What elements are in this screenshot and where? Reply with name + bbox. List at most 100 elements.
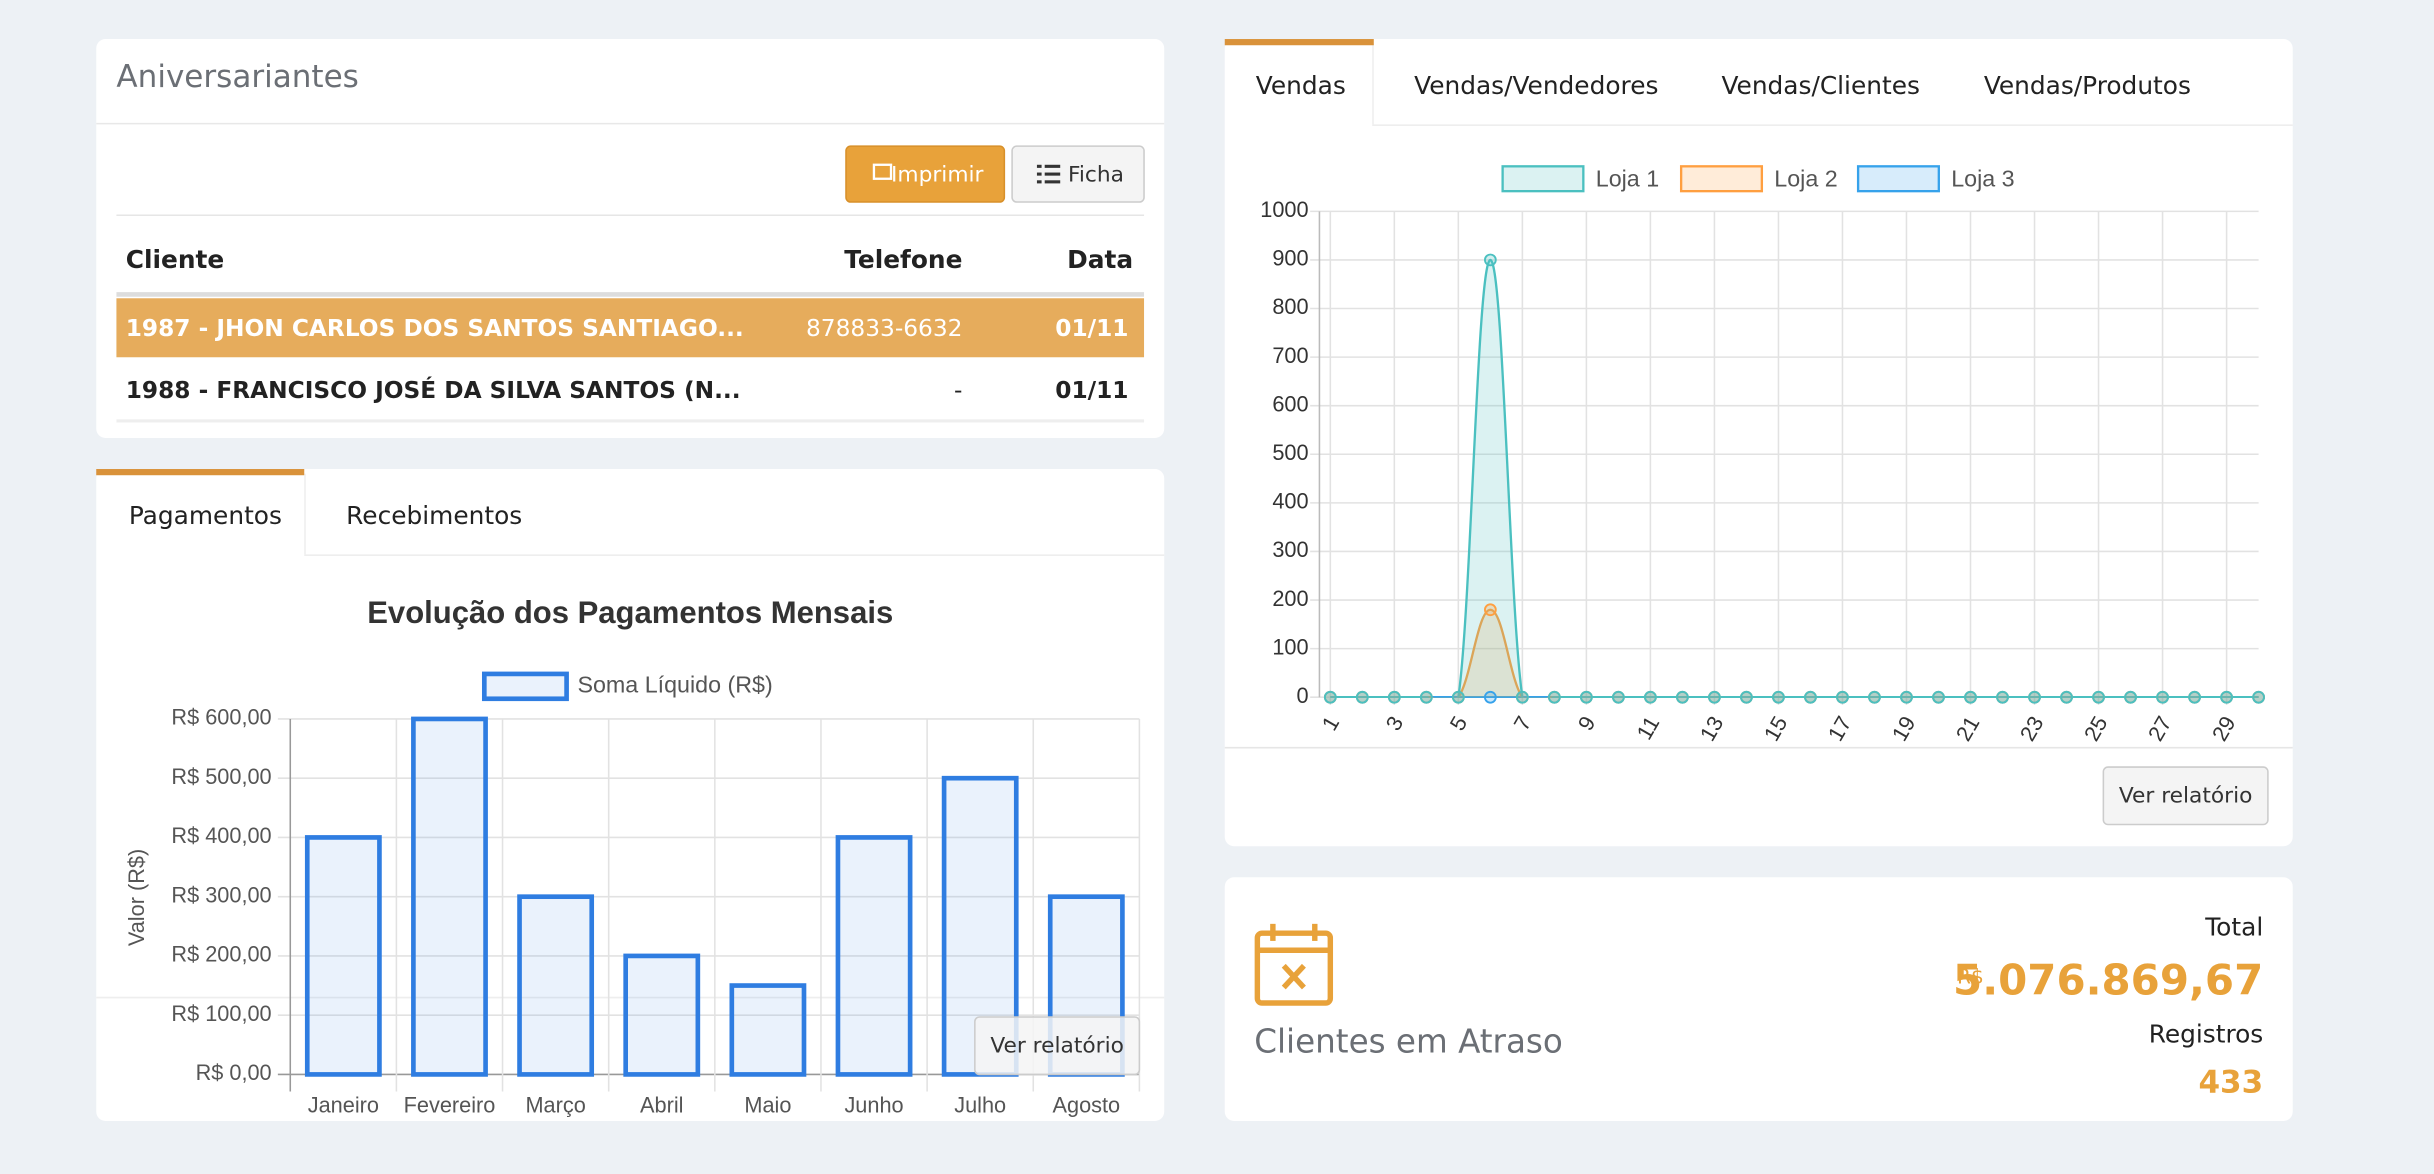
active-tab-indicator <box>96 469 305 476</box>
data-point <box>1644 690 1657 704</box>
y-tick-label: R$ 300,00 <box>171 882 271 907</box>
printer-icon <box>872 163 893 180</box>
legend-swatch <box>1679 165 1764 193</box>
bar <box>411 716 488 1077</box>
y-tick-label: R$ 500,00 <box>171 764 271 789</box>
y-tick-label: 500 <box>1272 440 1308 465</box>
stat-value: 433 <box>2198 1065 2263 1101</box>
data-point <box>1868 690 1881 704</box>
data-point <box>2156 690 2169 704</box>
x-tick-label: Agosto <box>1053 1093 1121 1118</box>
bar <box>835 835 913 1077</box>
legend-swatch <box>481 671 569 702</box>
data-point <box>2092 690 2105 704</box>
button-label[interactable]: Ver relatório <box>990 1033 1124 1058</box>
y-tick-label: R$ 400,00 <box>171 823 271 848</box>
y-axis-title: Valor (R$) <box>124 849 149 946</box>
bar <box>304 835 382 1077</box>
y-tick-label: 1000 <box>1260 197 1308 222</box>
data-point <box>1932 690 1945 704</box>
data-point <box>1804 690 1817 704</box>
legend-swatch <box>1856 165 1940 193</box>
sheet-button[interactable] <box>1011 145 1145 203</box>
stat-caption: Total <box>2204 913 2263 942</box>
cell: 01/11 <box>1055 315 1128 342</box>
y-tick-label: 200 <box>1272 586 1308 611</box>
y-tick-label: 100 <box>1272 634 1308 659</box>
data-point <box>1772 690 1785 704</box>
y-tick-label: R$ 0,00 <box>196 1060 272 1085</box>
panel <box>1224 877 2293 1121</box>
print-button[interactable] <box>845 145 1006 203</box>
button-label[interactable]: Ficha <box>1068 163 1124 188</box>
x-tick-label: Março <box>525 1093 585 1118</box>
bar <box>517 894 595 1077</box>
stat-value: 5.076.869,67 <box>1953 955 2263 1004</box>
y-tick-label: R$ 100,00 <box>171 1001 271 1026</box>
data-point <box>2220 690 2233 704</box>
data-point <box>1451 690 1465 704</box>
data-point <box>1996 690 2009 704</box>
cell: 1988 - FRANCISCO JOSÉ DA SILVA SANTOS (N… <box>126 376 741 404</box>
tab[interactable]: Vendas/Vendedores <box>1414 71 1658 100</box>
column-header: Data <box>1067 245 1133 274</box>
x-tick-label: Abril <box>640 1093 683 1118</box>
x-tick-label: Janeiro <box>308 1093 379 1118</box>
data-point <box>2028 690 2041 704</box>
table-row-highlight[interactable] <box>116 298 1145 358</box>
tab[interactable]: Vendas/Produtos <box>1984 71 2191 100</box>
x-tick-label: Junho <box>844 1093 903 1118</box>
cell: 878833-6632 <box>806 315 962 342</box>
tab[interactable]: Vendas/Clientes <box>1721 71 1919 100</box>
report-button[interactable] <box>2102 766 2269 826</box>
bar <box>729 983 807 1077</box>
panel <box>96 469 1165 1121</box>
bar <box>623 953 701 1077</box>
legend-label: Loja 2 <box>1774 165 1837 191</box>
legend-swatch <box>1501 165 1585 193</box>
data-point <box>2188 690 2201 704</box>
calendar-icon <box>1254 923 1334 1006</box>
y-tick-label: R$ 600,00 <box>171 705 271 730</box>
data-point <box>1580 690 1593 704</box>
report-button[interactable] <box>974 1016 1141 1076</box>
y-tick-label: 600 <box>1272 391 1308 416</box>
data-point <box>1548 690 1561 704</box>
list-icon <box>1036 164 1061 184</box>
data-point <box>1900 690 1913 704</box>
active-tab-indicator <box>1224 39 1374 46</box>
data-point <box>1516 690 1529 704</box>
y-tick-label: 800 <box>1272 294 1308 319</box>
stat-caption: Registros <box>2149 1020 2264 1049</box>
cell: 01/11 <box>1055 377 1128 404</box>
button-label[interactable]: Imprimir <box>891 163 984 188</box>
currency: R$ <box>1957 965 1984 989</box>
cell: 1987 - JHON CARLOS DOS SANTOS SANTIAGO..… <box>126 315 744 342</box>
column-header: Telefone <box>844 245 962 274</box>
data-point <box>1484 253 1497 267</box>
divider <box>116 419 1145 423</box>
y-tick-label: R$ 200,00 <box>171 942 271 967</box>
button-label[interactable]: Ver relatório <box>2119 784 2253 809</box>
panel-title: Aniversariantes <box>116 59 358 95</box>
data-point <box>1676 690 1689 704</box>
line-series <box>1330 258 2259 698</box>
tab[interactable]: Pagamentos <box>129 501 282 530</box>
panel <box>1224 39 2293 847</box>
bar-chart: Evolução dos Pagamentos Mensais Valor (R$… <box>124 595 1141 1118</box>
data-point <box>1740 690 1753 704</box>
cell: - <box>954 377 962 404</box>
tab[interactable]: Recebimentos <box>346 501 522 530</box>
data-point <box>2252 690 2265 704</box>
y-tick-label: 700 <box>1272 343 1308 368</box>
data-point <box>1419 690 1433 704</box>
line-chart: Loja 1 Loja 2 Loja 3 0 100 200 300 400 500 600 700… <box>1260 165 2265 745</box>
data-point <box>1355 690 1369 704</box>
data-point <box>2124 690 2137 704</box>
data-point <box>1964 690 1977 704</box>
data-point <box>1708 690 1721 704</box>
data-point <box>1484 690 1497 704</box>
tab[interactable]: Vendas <box>1256 71 1346 100</box>
